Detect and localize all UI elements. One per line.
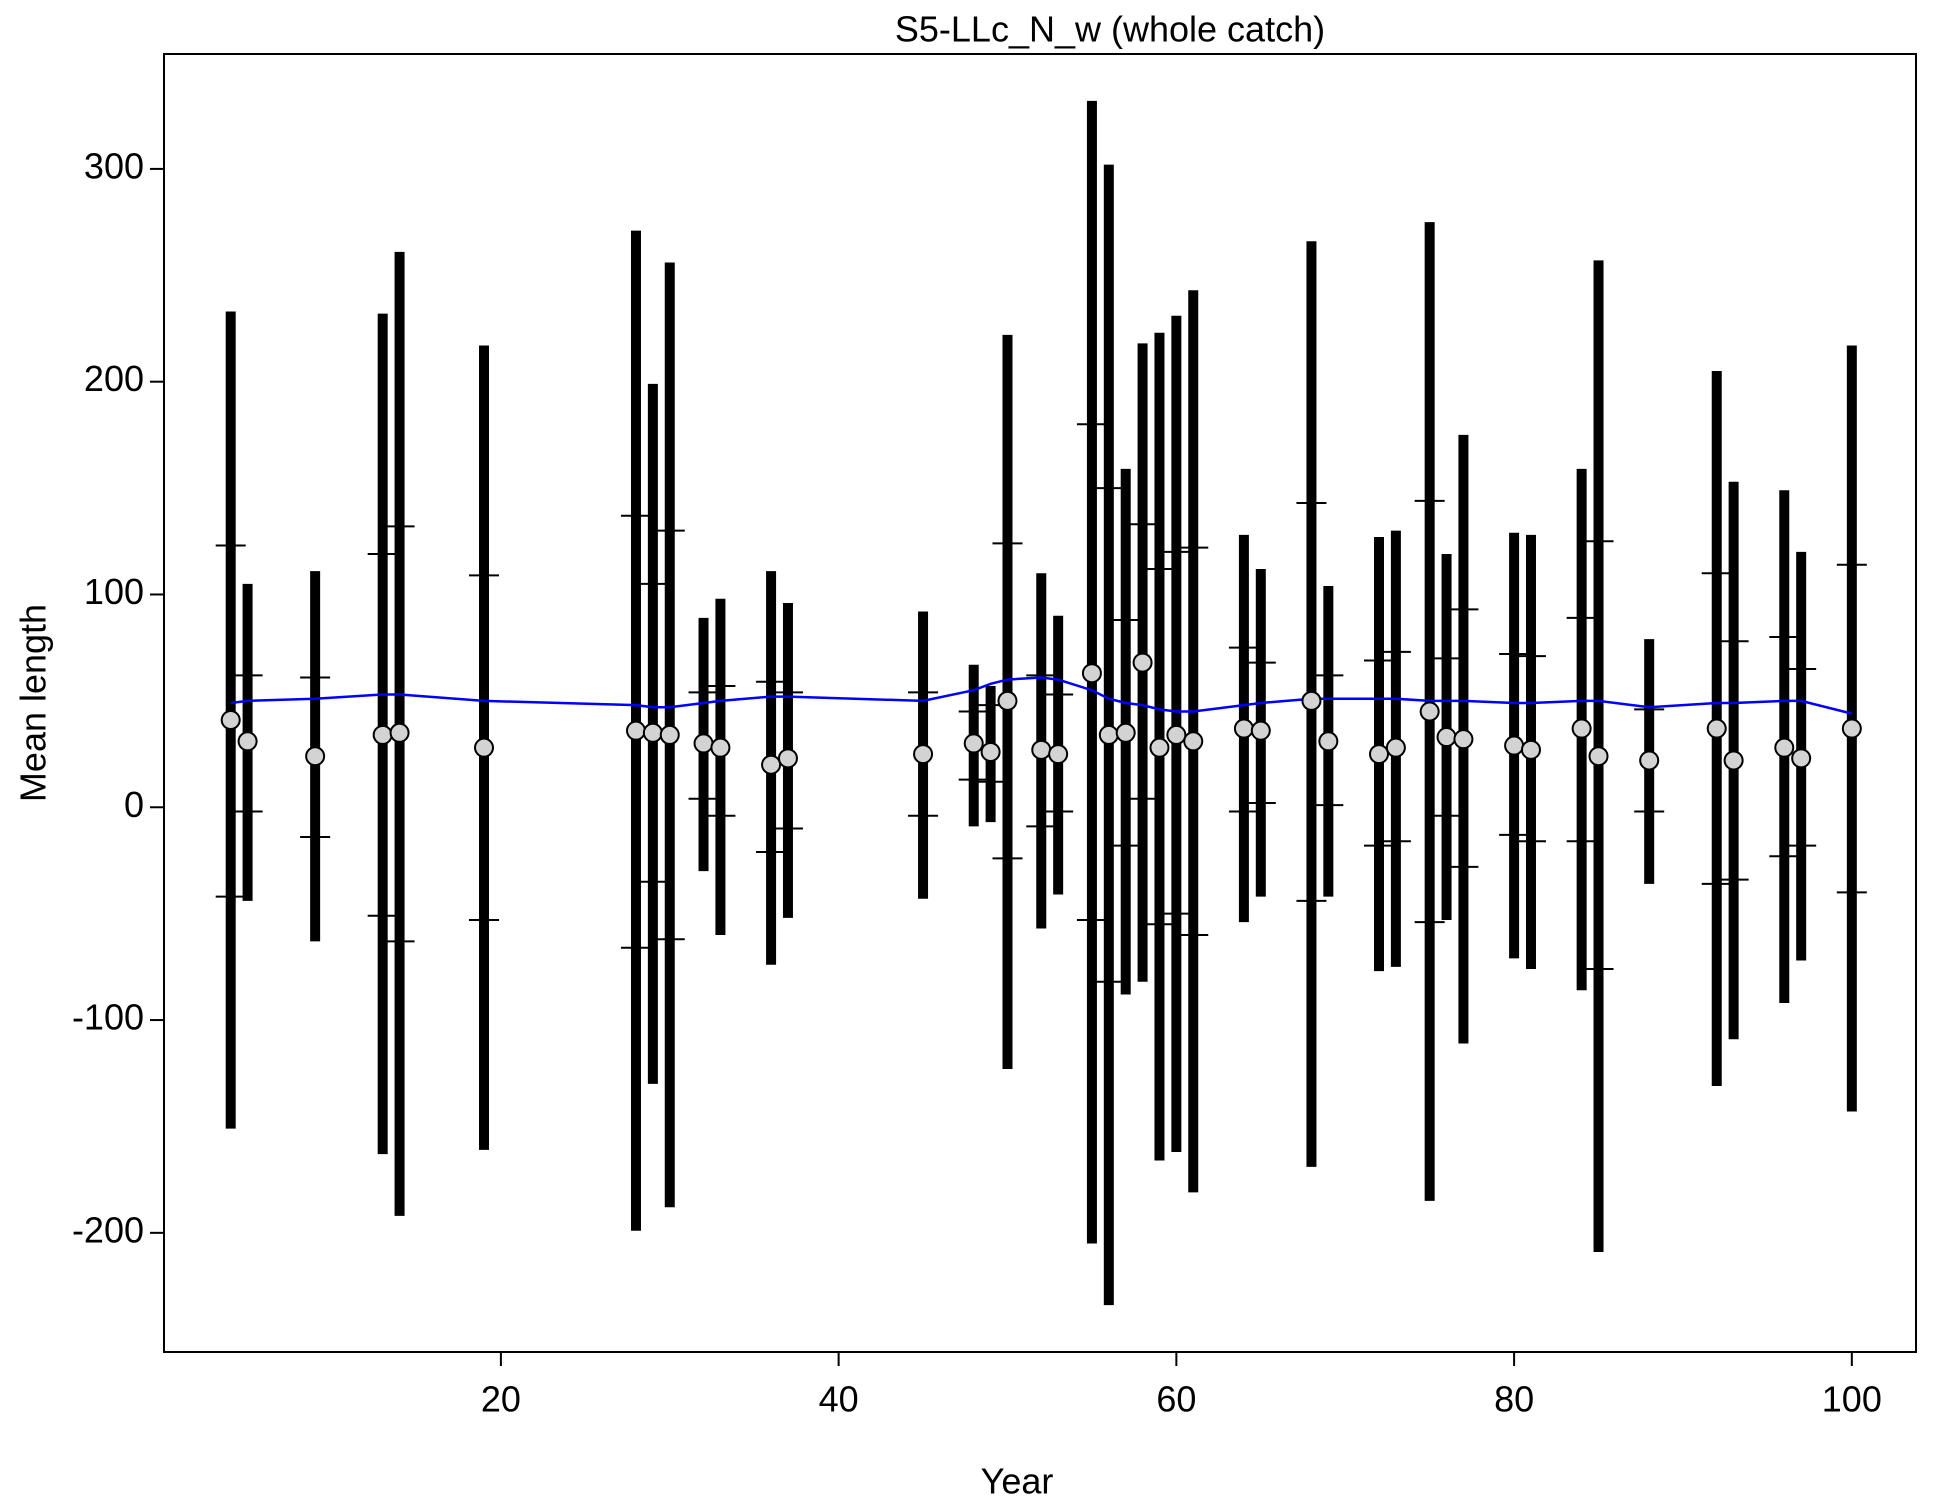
observed-point bbox=[1250, 720, 1271, 741]
observed-point bbox=[1841, 718, 1862, 739]
plot-frame bbox=[163, 53, 1917, 1353]
observed-point bbox=[1436, 727, 1457, 748]
observed-point bbox=[389, 722, 410, 743]
observed-point bbox=[913, 744, 934, 765]
y-tick-label: -200 bbox=[72, 1209, 144, 1250]
observed-point bbox=[1115, 722, 1136, 743]
observed-point bbox=[1504, 735, 1525, 756]
observed-point bbox=[1081, 663, 1102, 684]
observed-point bbox=[1706, 718, 1727, 739]
x-tick-label: 40 bbox=[819, 1379, 859, 1420]
observed-point bbox=[1588, 746, 1609, 767]
observed-point bbox=[474, 737, 495, 758]
x-tick-label: 20 bbox=[481, 1379, 521, 1420]
y-tick-label: 0 bbox=[124, 784, 144, 825]
observed-point bbox=[1031, 739, 1052, 760]
observed-point bbox=[1149, 737, 1170, 758]
observed-point bbox=[1723, 750, 1744, 771]
y-tick-label: 100 bbox=[84, 571, 144, 612]
observed-point bbox=[220, 710, 241, 731]
observed-point bbox=[1098, 724, 1119, 745]
observed-point bbox=[1520, 739, 1541, 760]
x-axis-label: Year bbox=[981, 1461, 1054, 1500]
x-tick-label: 80 bbox=[1494, 1379, 1534, 1420]
observed-point bbox=[1571, 718, 1592, 739]
observed-point bbox=[1453, 729, 1474, 750]
observed-point bbox=[237, 731, 258, 752]
observed-point bbox=[761, 754, 782, 775]
y-tick-label: 200 bbox=[84, 358, 144, 399]
observed-point bbox=[1183, 731, 1204, 752]
y-tick-label: 300 bbox=[84, 145, 144, 186]
observed-point bbox=[625, 720, 646, 741]
observed-point bbox=[963, 733, 984, 754]
y-tick-label: -100 bbox=[72, 997, 144, 1038]
observed-point bbox=[997, 690, 1018, 711]
observed-point bbox=[305, 746, 326, 767]
observed-point bbox=[1132, 652, 1153, 673]
observed-point bbox=[1639, 750, 1660, 771]
observed-point bbox=[777, 748, 798, 769]
x-tick-label: 60 bbox=[1156, 1379, 1196, 1420]
observed-point bbox=[1369, 744, 1390, 765]
observed-point bbox=[710, 737, 731, 758]
observed-point bbox=[659, 724, 680, 745]
observed-point bbox=[1233, 718, 1254, 739]
observed-point bbox=[693, 733, 714, 754]
observed-point bbox=[1791, 748, 1812, 769]
expected-line bbox=[230, 676, 1853, 715]
observed-point bbox=[1385, 737, 1406, 758]
observed-point bbox=[372, 724, 393, 745]
observed-point bbox=[1166, 724, 1187, 745]
observed-point bbox=[1318, 731, 1339, 752]
observed-point bbox=[1301, 690, 1322, 711]
observed-point bbox=[1774, 737, 1795, 758]
observed-point bbox=[980, 741, 1001, 762]
x-tick-label: 100 bbox=[1822, 1379, 1882, 1420]
chart-title: S5-LLc_N_w (whole catch) bbox=[895, 9, 1325, 50]
observed-point bbox=[642, 722, 663, 743]
y-axis-label: Mean length bbox=[13, 604, 54, 802]
observed-point bbox=[1419, 701, 1440, 722]
observed-point bbox=[1048, 744, 1069, 765]
